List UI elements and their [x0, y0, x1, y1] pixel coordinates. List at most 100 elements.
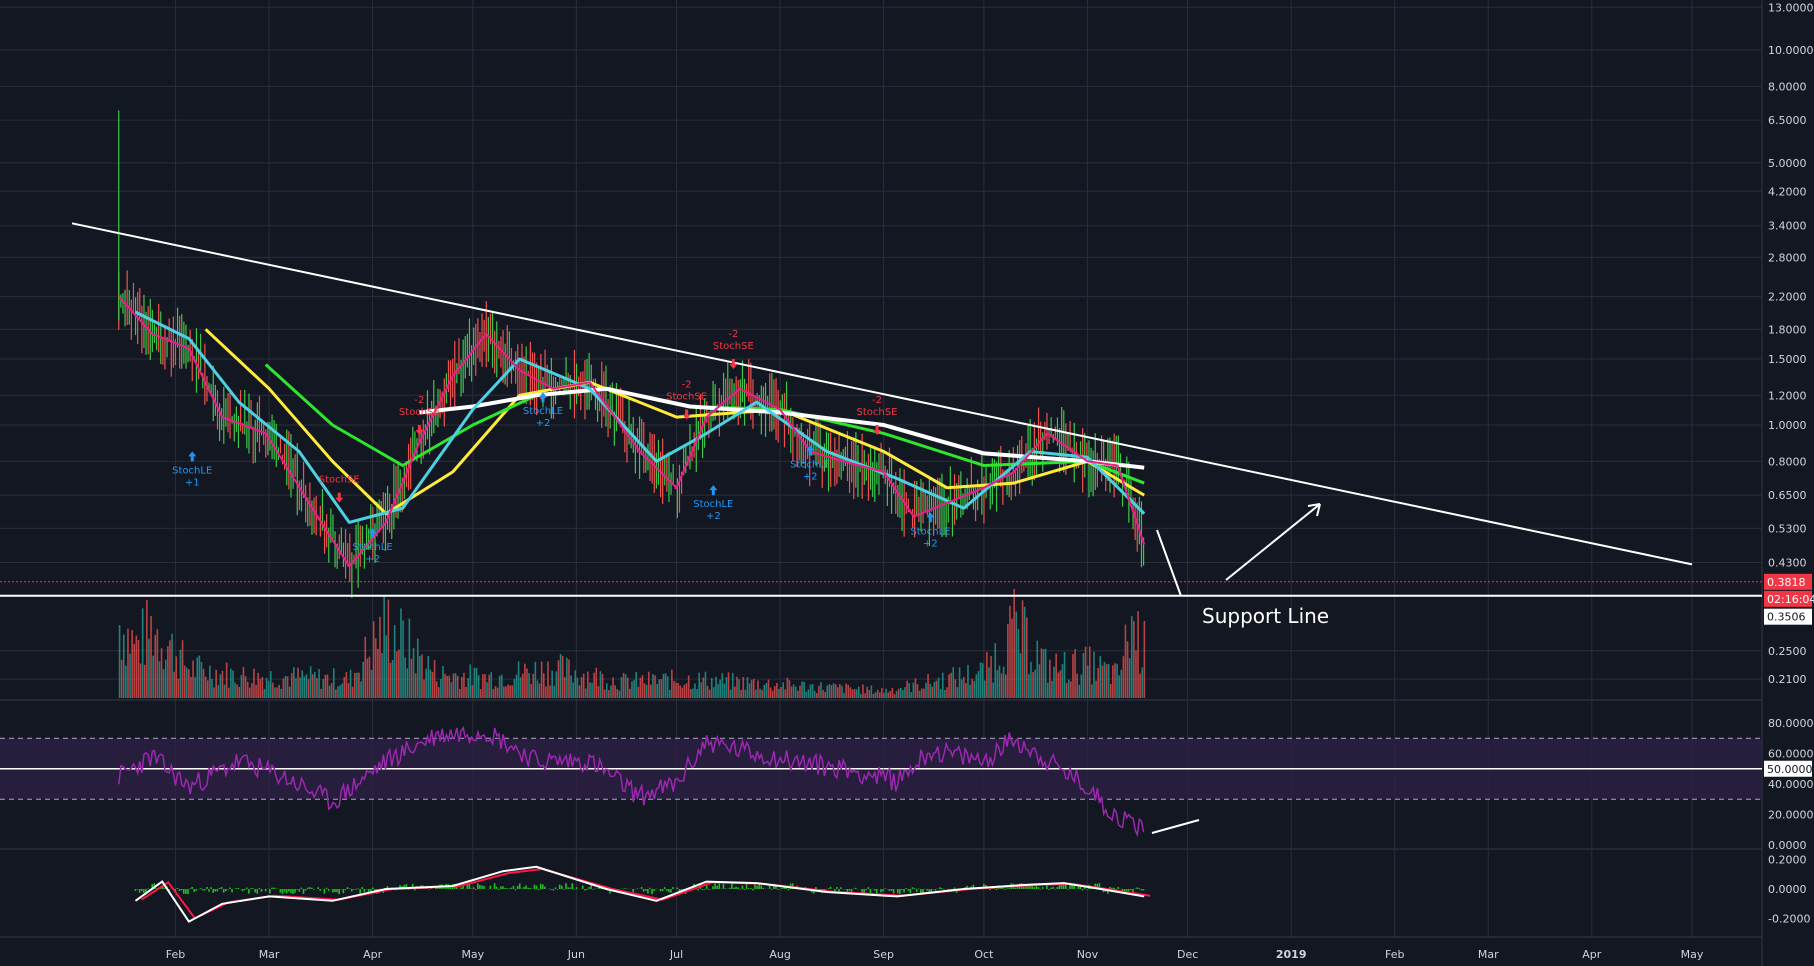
volume-bar [486, 682, 488, 698]
volume-bar [864, 693, 866, 698]
support-price-tag-bg [1764, 608, 1812, 625]
volume-bar [1038, 664, 1041, 698]
time-axis-tick: Jul [669, 948, 683, 961]
signal-label: StochLE [353, 542, 393, 553]
volume-bar [729, 689, 732, 698]
rsi-axis-tick: 20.0000 [1768, 809, 1814, 822]
price-axis-tick: 1.5000 [1768, 353, 1807, 366]
volume-bar [574, 670, 577, 698]
rsi-mid-tag-bg [1764, 760, 1812, 777]
short-signal-arrow-icon [335, 492, 344, 503]
volume-bar [633, 679, 635, 698]
volume-bar [836, 687, 839, 698]
volume-bar [551, 670, 553, 698]
volume-bar [330, 683, 333, 698]
volume-bar [261, 676, 264, 698]
price-axis-tick: 13.0000 [1768, 1, 1814, 14]
volume-bar [267, 680, 270, 698]
volume-bar [639, 677, 642, 698]
volume-bar [637, 686, 640, 698]
signal-qty: -2 [872, 395, 882, 406]
volume-bar [908, 683, 910, 698]
volume-bar [177, 678, 180, 698]
volume-bar [234, 682, 236, 698]
volume-bar [465, 686, 467, 698]
signal-qty: +1 [185, 477, 200, 488]
time-axis-tick: May [461, 948, 484, 961]
support-price-tag: 0.3506 [1767, 611, 1806, 624]
support-line [0, 581, 1762, 597]
volume-bar [1122, 656, 1125, 698]
price-axis-tick: 6.5000 [1768, 114, 1807, 127]
volume-bar [484, 673, 486, 698]
volume-bar [1103, 661, 1106, 698]
volume-bar [1072, 654, 1074, 698]
volume-bar [444, 673, 446, 698]
volume-bar [284, 675, 287, 698]
volume-bar [593, 672, 595, 698]
volume-bar [809, 684, 812, 698]
volume-bar [217, 685, 220, 698]
volume-bar [225, 662, 228, 698]
time-axis-tick: Jun [567, 948, 585, 961]
volume-bar [778, 688, 780, 698]
volume-bar [423, 679, 425, 698]
volume-bar [826, 685, 829, 698]
volume-bar [937, 677, 940, 698]
volume-bar [137, 640, 140, 698]
volume-bar [198, 655, 201, 698]
volume-bar [977, 671, 980, 698]
volume-bar [435, 681, 438, 698]
volume-bar [866, 686, 868, 698]
volume-bar [652, 674, 654, 698]
volume-bar [692, 688, 694, 698]
volume-bar [299, 677, 301, 698]
volume-bar [954, 679, 957, 698]
volume-bar [790, 686, 793, 698]
volume-bar [1057, 672, 1060, 698]
volume-bar [694, 683, 696, 698]
volume-bar [853, 689, 856, 698]
volume-bar [757, 680, 759, 698]
volume-bar [337, 686, 339, 698]
volume-bar [618, 690, 621, 698]
volume-bar [769, 687, 772, 698]
volume-bar [612, 677, 614, 698]
volume-bar [895, 691, 898, 698]
volume-bar [545, 686, 547, 698]
volume-bar [1137, 611, 1139, 698]
volume-bar [188, 669, 190, 698]
volume-bar [530, 683, 532, 698]
volume-bar [1044, 648, 1047, 698]
volume-bar [227, 687, 230, 698]
volume-bar [120, 659, 123, 698]
volume-bar [442, 665, 444, 698]
price-axis-tick: 0.6500 [1768, 489, 1807, 502]
rsi-pane [0, 726, 1762, 838]
volume-bar [265, 677, 268, 698]
volume-bar [925, 682, 927, 698]
volume-bar [1061, 664, 1064, 698]
volume-bar [601, 673, 604, 698]
volume-bar [213, 687, 215, 698]
volume-bar [251, 683, 253, 698]
volume-bar [1053, 666, 1055, 698]
volume-bar [948, 674, 950, 698]
volume-bar [916, 684, 919, 698]
volume-bar [246, 681, 249, 698]
volume-bar [391, 659, 394, 698]
macd-pane [134, 865, 1151, 923]
annotations [1156, 503, 1321, 597]
volume-bar [740, 689, 742, 698]
volume-bar [746, 677, 749, 698]
volume-bar [402, 620, 404, 698]
volume-bar [589, 682, 591, 698]
rsi-axis-tick: 0.0000 [1768, 839, 1807, 852]
volume-bar [668, 689, 671, 698]
volume-bar [923, 688, 925, 698]
volume-bar [755, 689, 757, 698]
volume-bar [290, 673, 293, 698]
volume-bar [542, 673, 545, 698]
volume-bar [883, 692, 885, 698]
